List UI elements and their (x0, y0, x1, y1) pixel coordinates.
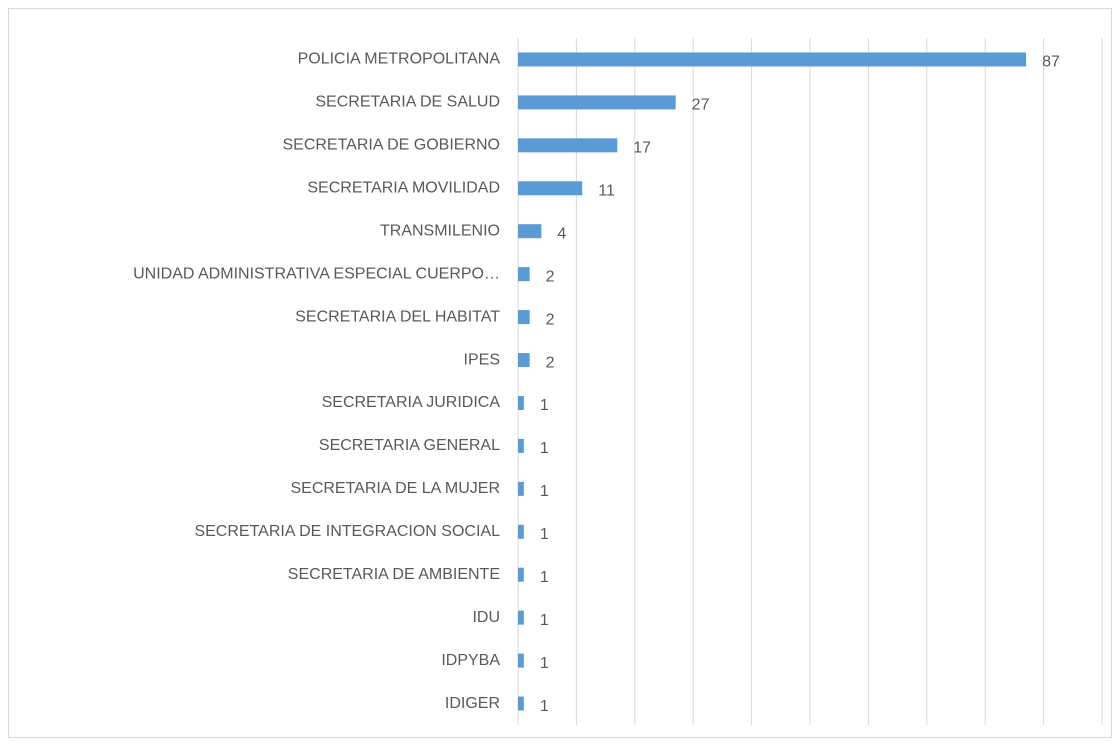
data-label: 87 (1042, 54, 1060, 71)
data-label: 11 (598, 183, 615, 200)
y-tick-label: SECRETARIA DE AMBIENTE (288, 566, 500, 583)
y-tick-label: SECRETARIA DE LA MUJER (290, 480, 500, 497)
y-tick-label: SECRETARIA DE INTEGRACION SOCIAL (194, 523, 500, 540)
bar (518, 696, 524, 711)
bar (518, 567, 524, 582)
data-label: 1 (540, 526, 549, 543)
data-label: 1 (540, 483, 549, 500)
bar (518, 52, 1027, 67)
data-label: 1 (540, 698, 549, 715)
data-label: 1 (540, 655, 549, 672)
bar (518, 181, 583, 196)
bar (518, 481, 524, 496)
y-tick-label: IPES (464, 351, 500, 368)
y-tick-label: SECRETARIA GENERAL (319, 437, 500, 454)
y-tick-label: UNIDAD ADMINISTRATIVA ESPECIAL CUERPO… (133, 265, 500, 282)
data-label: 4 (557, 225, 566, 242)
data-label: 17 (633, 140, 651, 157)
bar (518, 267, 530, 282)
bar (518, 353, 530, 368)
y-tick-label: TRANSMILENIO (380, 222, 500, 239)
bar (518, 224, 542, 239)
bar (518, 438, 524, 453)
y-tick-label: SECRETARIA MOVILIDAD (307, 180, 500, 197)
data-label: 1 (540, 440, 549, 457)
y-tick-label: SECRETARIA DE SALUD (315, 94, 500, 111)
y-tick-label: IDPYBA (441, 652, 500, 669)
data-label: 27 (692, 97, 710, 114)
bar (518, 310, 530, 325)
y-tick-label: SECRETARIA DEL HABITAT (295, 308, 500, 325)
y-tick-label: SECRETARIA DE GOBIERNO (282, 137, 500, 154)
bar (518, 610, 524, 625)
y-tick-label: IDIGER (445, 695, 500, 712)
y-tick-label: IDU (472, 609, 500, 626)
chart-frame (8, 8, 1112, 738)
bar (518, 95, 676, 110)
data-label: 1 (540, 612, 549, 629)
data-label: 2 (546, 354, 555, 371)
bar (518, 653, 524, 668)
data-label: 2 (546, 311, 555, 328)
data-label: 1 (540, 569, 549, 586)
data-label: 1 (540, 397, 549, 414)
bar (518, 524, 524, 539)
bar (518, 138, 618, 153)
data-label: 2 (546, 268, 555, 285)
y-tick-label: POLICIA METROPOLITANA (298, 51, 501, 68)
bar (518, 395, 524, 410)
y-tick-label: SECRETARIA JURIDICA (322, 394, 501, 411)
